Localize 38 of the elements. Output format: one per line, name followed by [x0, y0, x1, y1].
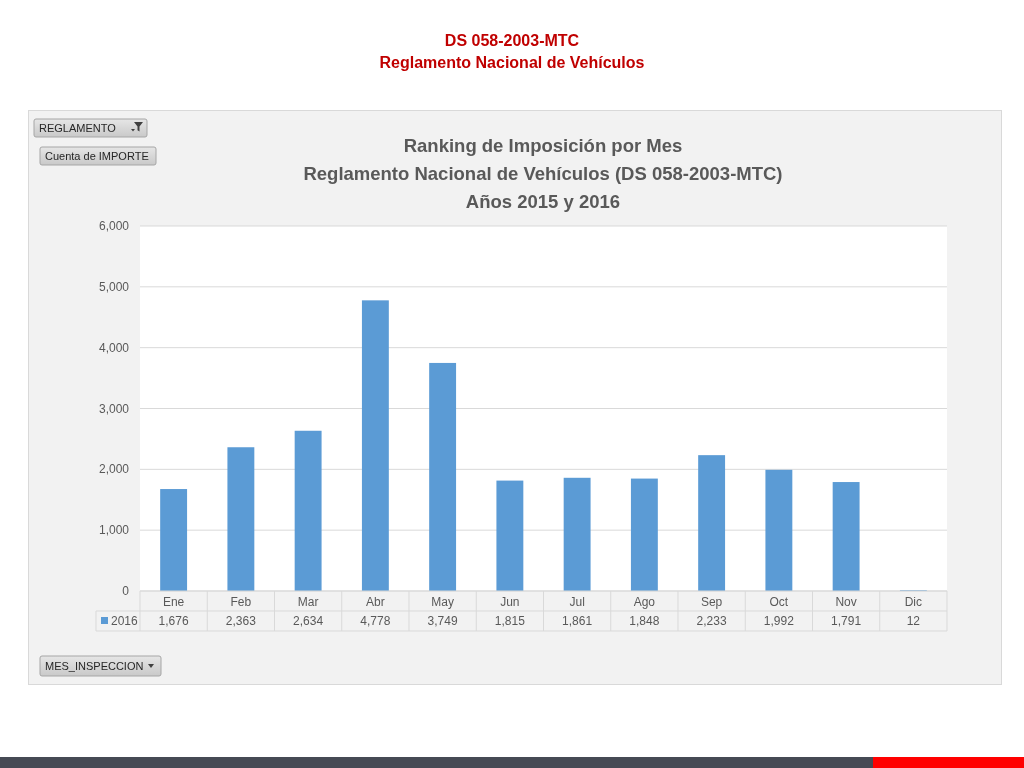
x-tick-label: Sep — [700, 595, 723, 609]
chart-title: Ranking de Imposición por Mes Reglamento Nacional de Vehículos (DS 058-2003-MTC) Años 2015 y 2016 — [303, 135, 783, 212]
field-button: Cuenta de IMPORTE — [39, 146, 157, 166]
data-label: 2,363 — [225, 614, 257, 628]
data-label: 1,815 — [494, 614, 526, 628]
x-tick-label: May — [431, 595, 454, 609]
x-tick-label: Oct — [769, 595, 789, 609]
data-label: 3,749 — [427, 614, 458, 628]
x-tick-label: Mar — [297, 595, 319, 609]
y-tick-label: 4,000 — [98, 340, 130, 355]
legend-label: 2016 — [111, 614, 139, 628]
x-tick-label: Nov — [835, 595, 857, 609]
y-tick-label: 2,000 — [98, 462, 130, 477]
x-tick-label: Ago — [633, 595, 656, 609]
y-tick-label: 5,000 — [98, 279, 130, 294]
y-tick-label: 3,000 — [98, 401, 130, 416]
x-tick-label: Jun — [500, 595, 520, 609]
x-tick-label: Abr — [366, 595, 385, 609]
x-tick-label: Feb — [230, 595, 252, 609]
y-tick-label: 0 — [122, 584, 130, 598]
y-tick-label: 1,000 — [98, 523, 130, 538]
y-tick-label: 6,000 — [98, 219, 130, 233]
data-label: 2,634 — [293, 614, 324, 628]
data-label: 1,992 — [763, 614, 795, 628]
data-label: 1,861 — [562, 614, 593, 628]
text: DS 058-2003-MTC — [444, 32, 580, 49]
text: Reglamento Nacional de Vehículos — [379, 54, 645, 71]
data-label: 1,676 — [158, 614, 189, 628]
data-label: 4,778 — [360, 614, 391, 628]
data-label: 1,848 — [629, 614, 660, 628]
data-label: 12 — [906, 614, 921, 628]
x-tick-label: Dic — [904, 595, 923, 609]
x-tick-label: Ene — [162, 595, 185, 609]
field-button: MES_INSPECCION — [39, 655, 162, 677]
data-label: 2,233 — [696, 614, 727, 628]
data-label: 1,791 — [831, 614, 862, 628]
x-tick-label: Jul — [569, 595, 585, 609]
field-button: REGLAMENTO — [33, 118, 148, 138]
